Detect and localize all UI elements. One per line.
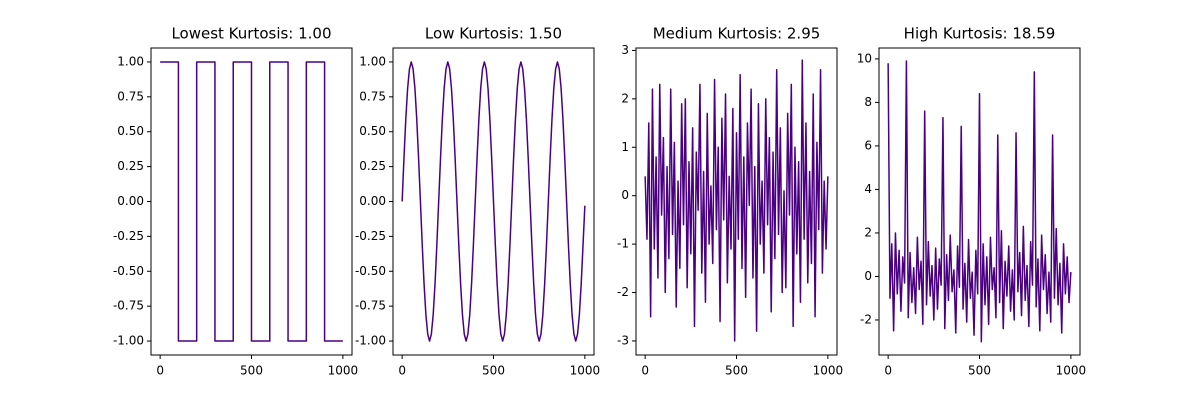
y-tick-label: 1.00	[359, 54, 386, 68]
y-tick-label: -0.75	[355, 299, 386, 313]
y-tick-label: 2	[621, 91, 629, 105]
x-tick-label: 500	[482, 364, 505, 378]
y-tick-label: 8	[864, 95, 872, 109]
subplot: Lowest Kurtosis: 1.00 0 500 1000 -1.00 -0.75 -…	[113, 25, 358, 378]
y-tick-label: -0.75	[113, 299, 144, 313]
y-tick-label: -1.00	[355, 334, 386, 348]
y-tick-label: 1.00	[117, 54, 144, 68]
subplot-title: Lowest Kurtosis: 1.00	[171, 25, 331, 43]
plot-area	[644, 59, 829, 342]
line-series	[401, 61, 586, 342]
y-tick-label: -2	[617, 285, 629, 299]
line-series	[160, 61, 343, 342]
y-tick-label: -1	[617, 237, 629, 251]
y-tick-label: 0.50	[359, 124, 386, 138]
x-tick-label: 500	[968, 364, 991, 378]
x-tick-label: 1000	[328, 364, 359, 378]
x-tick-label: 1000	[1056, 364, 1087, 378]
y-tick-label: 10	[857, 51, 872, 65]
y-tick-label: 4	[864, 182, 872, 196]
subplot-title: Low Kurtosis: 1.50	[425, 25, 562, 43]
y-tick-label: 0	[621, 188, 629, 202]
subplot-title: High Kurtosis: 18.59	[904, 25, 1056, 43]
y-tick-label: -0.25	[113, 229, 144, 243]
x-tick-label: 0	[641, 364, 649, 378]
plot-area	[160, 61, 343, 342]
y-tick-label: 6	[864, 138, 872, 152]
y-tick-label: 1	[621, 140, 629, 154]
y-tick-label: -3	[617, 333, 629, 347]
y-tick-label: -0.50	[113, 264, 144, 278]
x-tick-label: 0	[156, 364, 164, 378]
subplot: High Kurtosis: 18.59 0 500 1000 -2 0 2 4 6 8 10	[857, 25, 1086, 378]
y-tick-label: 3	[621, 43, 629, 57]
y-tick-label: -0.25	[355, 229, 386, 243]
x-tick-label: 0	[884, 364, 892, 378]
x-tick-label: 500	[240, 364, 263, 378]
subplot: Low Kurtosis: 1.50 0 500 1000 -1.00 -0.75 -0.5…	[355, 25, 600, 378]
line-series	[644, 59, 829, 342]
subplot: Medium Kurtosis: 2.95 0 500 1000 -3 -2 -1 0 1 2 3	[617, 25, 843, 378]
y-tick-label: -1.00	[113, 334, 144, 348]
y-tick-label: 0.75	[117, 89, 144, 103]
plot-area	[401, 61, 586, 342]
y-tick-label: 2	[864, 225, 872, 239]
plot-area	[887, 60, 1072, 343]
y-tick-label: 0.25	[359, 159, 386, 173]
y-tick-label: 0.00	[117, 194, 144, 208]
y-tick-label: 0.75	[359, 89, 386, 103]
y-tick-label: 0.50	[117, 124, 144, 138]
y-tick-label: -0.50	[355, 264, 386, 278]
x-tick-label: 1000	[570, 364, 601, 378]
y-tick-label: 0.00	[359, 194, 386, 208]
y-tick-label: -2	[860, 312, 872, 326]
subplot-title: Medium Kurtosis: 2.95	[653, 25, 821, 43]
x-tick-label: 0	[398, 364, 406, 378]
y-tick-label: 0.25	[117, 159, 144, 173]
line-series	[887, 60, 1072, 343]
x-tick-label: 500	[725, 364, 748, 378]
y-tick-label: 0	[864, 269, 872, 283]
x-tick-label: 1000	[813, 364, 844, 378]
